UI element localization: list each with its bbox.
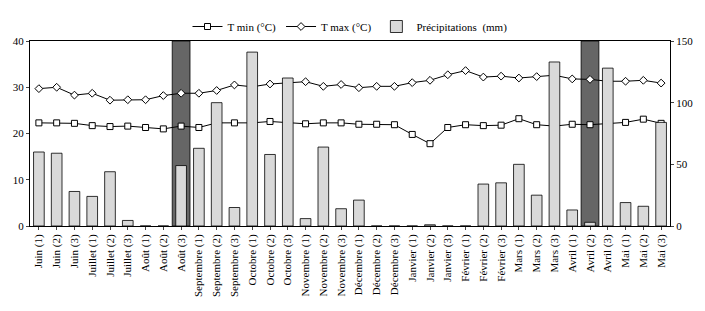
svg-text:Août (2): Août (2) [157, 234, 170, 272]
svg-text:Janvier (2): Janvier (2) [424, 234, 437, 282]
svg-text:Décembre (3): Décembre (3) [388, 234, 401, 295]
svg-text:Octobre (3): Octobre (3) [281, 234, 294, 285]
svg-text:T min (°C): T min (°C) [228, 21, 277, 34]
svg-text:Septembre (3): Septembre (3) [228, 234, 241, 297]
svg-text:Avril (2): Avril (2) [584, 234, 597, 272]
svg-text:0: 0 [676, 220, 682, 232]
svg-text:30: 30 [13, 81, 25, 93]
svg-text:Septembre (1): Septembre (1) [192, 234, 205, 297]
svg-text:40: 40 [13, 35, 25, 47]
svg-text:Mars (3): Mars (3) [548, 234, 561, 273]
svg-text:20: 20 [13, 127, 25, 139]
svg-text:Octobre (2): Octobre (2) [264, 234, 277, 285]
svg-text:Janvier (1): Janvier (1) [406, 234, 419, 282]
svg-text:Avril (1): Avril (1) [566, 234, 579, 272]
svg-text:0: 0 [18, 220, 24, 232]
svg-text:Février (1): Février (1) [459, 234, 472, 282]
svg-text:Septembre (2): Septembre (2) [210, 234, 223, 297]
svg-text:Juin (3): Juin (3) [68, 234, 81, 268]
svg-text:Février (3): Février (3) [495, 234, 508, 282]
svg-text:Mars (1): Mars (1) [512, 234, 525, 273]
svg-text:Décembre (2): Décembre (2) [370, 234, 383, 295]
svg-text:Décembre (1): Décembre (1) [352, 234, 365, 295]
svg-text:10: 10 [13, 174, 25, 186]
svg-text:Avril (3): Avril (3) [601, 234, 614, 272]
svg-text:Juillet (3): Juillet (3) [121, 234, 134, 277]
svg-text:Juillet (1): Juillet (1) [86, 234, 99, 277]
svg-text:Octobre (1): Octobre (1) [246, 234, 259, 285]
svg-text:Juin (2): Juin (2) [50, 234, 63, 268]
svg-text:Mai (3): Mai (3) [655, 234, 668, 268]
svg-text:Janvier (3): Janvier (3) [441, 234, 454, 282]
svg-text:Précipitations (mm): Précipitations (mm) [416, 21, 507, 34]
svg-text:Mars (2): Mars (2) [530, 234, 543, 273]
svg-text:150: 150 [676, 35, 693, 47]
svg-text:Novembre (1): Novembre (1) [299, 234, 312, 296]
svg-text:50: 50 [676, 158, 688, 170]
svg-text:Août (1): Août (1) [139, 234, 152, 272]
svg-text:100: 100 [676, 97, 693, 109]
svg-text:Juillet (2): Juillet (2) [104, 234, 117, 277]
svg-text:Mai (1): Mai (1) [619, 234, 632, 268]
svg-text:Novembre (2): Novembre (2) [317, 234, 330, 296]
svg-text:Mai (2): Mai (2) [637, 234, 650, 268]
svg-text:Août (3): Août (3) [175, 234, 188, 272]
svg-text:Juin (1): Juin (1) [32, 234, 45, 268]
svg-text:Novembre (3): Novembre (3) [335, 234, 348, 296]
svg-text:T max (°C): T max (°C) [321, 21, 371, 34]
svg-text:Février (2): Février (2) [477, 234, 490, 282]
